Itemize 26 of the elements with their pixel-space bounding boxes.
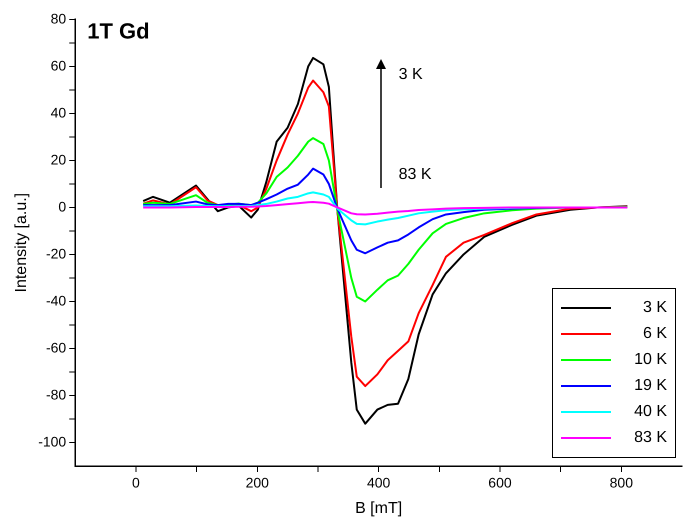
legend-label: 3 K xyxy=(642,299,667,317)
x-tick-label: 0 xyxy=(132,474,140,490)
legend-label: 19 K xyxy=(633,377,667,395)
x-tick-label: 400 xyxy=(366,474,391,490)
y-tick-label: -60 xyxy=(46,339,66,356)
y-tick-label: 40 xyxy=(50,104,66,120)
annotation: 83 K xyxy=(398,166,432,183)
y-tick-label: -20 xyxy=(46,245,66,262)
x-tick-label: 800 xyxy=(610,474,634,490)
legend-label: 6 K xyxy=(642,325,667,343)
y-tick-label: 60 xyxy=(50,57,66,74)
legend-label: 40 K xyxy=(633,403,667,421)
legend-label: 83 K xyxy=(633,429,667,447)
y-tick-label: 0 xyxy=(58,198,66,214)
y-tick-label: 80 xyxy=(50,10,66,26)
x-tick-label: 200 xyxy=(246,474,270,490)
x-tick-label: 600 xyxy=(488,474,512,490)
chart-title: 1T Gd xyxy=(87,18,150,44)
y-tick-label: -40 xyxy=(46,292,66,308)
legend-label: 10 K xyxy=(633,351,667,369)
annotation: 3 K xyxy=(398,66,423,83)
y-axis-title: Intensity [a.u.] xyxy=(13,192,30,293)
y-tick-label: 20 xyxy=(50,151,66,168)
y-tick-label: -100 xyxy=(38,433,66,450)
y-tick-label: -80 xyxy=(46,386,66,402)
x-axis-title: B [mT] xyxy=(355,500,402,517)
